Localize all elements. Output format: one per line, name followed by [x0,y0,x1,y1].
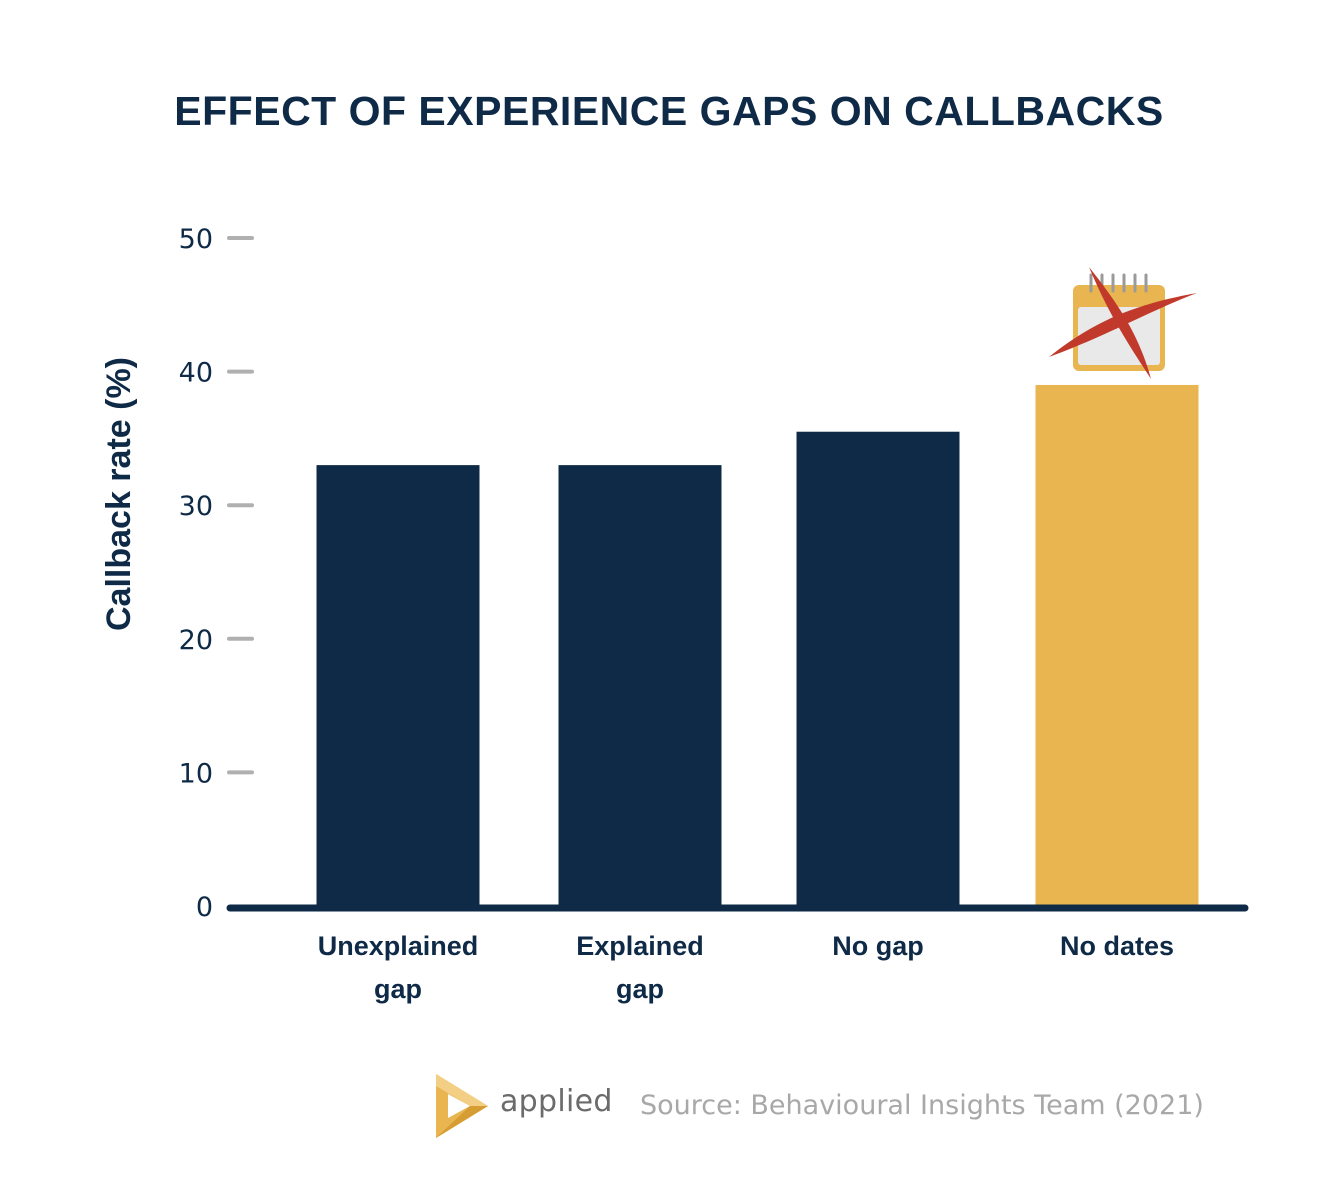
y-tick-label: 20 [179,625,213,656]
y-tick-label: 30 [179,491,213,522]
x-category-label: Unexplained [318,931,479,961]
bar-1 [558,465,722,906]
x-category-label: gap [374,974,422,1004]
x-category-label: No dates [1060,931,1174,961]
bar-chart: Callback rate (%) 0 10 20 30 40 50 Unexplained g… [100,224,1249,1004]
y-tick-label: 50 [179,224,213,255]
y-tick-label: 10 [179,758,213,789]
x-category-label: No gap [832,931,924,961]
y-tick-label: 0 [196,892,213,923]
crossed-out-calendar-icon [1049,266,1197,379]
applied-play-logo-icon [436,1074,488,1138]
brand-name: applied [500,1084,613,1119]
bar-0 [316,465,480,906]
bar-3 [1035,384,1199,907]
bar-2 [796,431,960,906]
footer: applied Source: Behavioural Insights Tea… [430,1068,1290,1148]
x-category-label: gap [616,974,664,1004]
source-text: Source: Behavioural Insights Team (2021) [640,1090,1204,1121]
x-category-label: Explained [576,931,704,961]
y-tick-label: 40 [179,358,213,389]
chart-title: EFFECT OF EXPERIENCE GAPS ON CALLBACKS [174,88,1164,134]
y-axis-label: Callback rate (%) [100,357,138,631]
